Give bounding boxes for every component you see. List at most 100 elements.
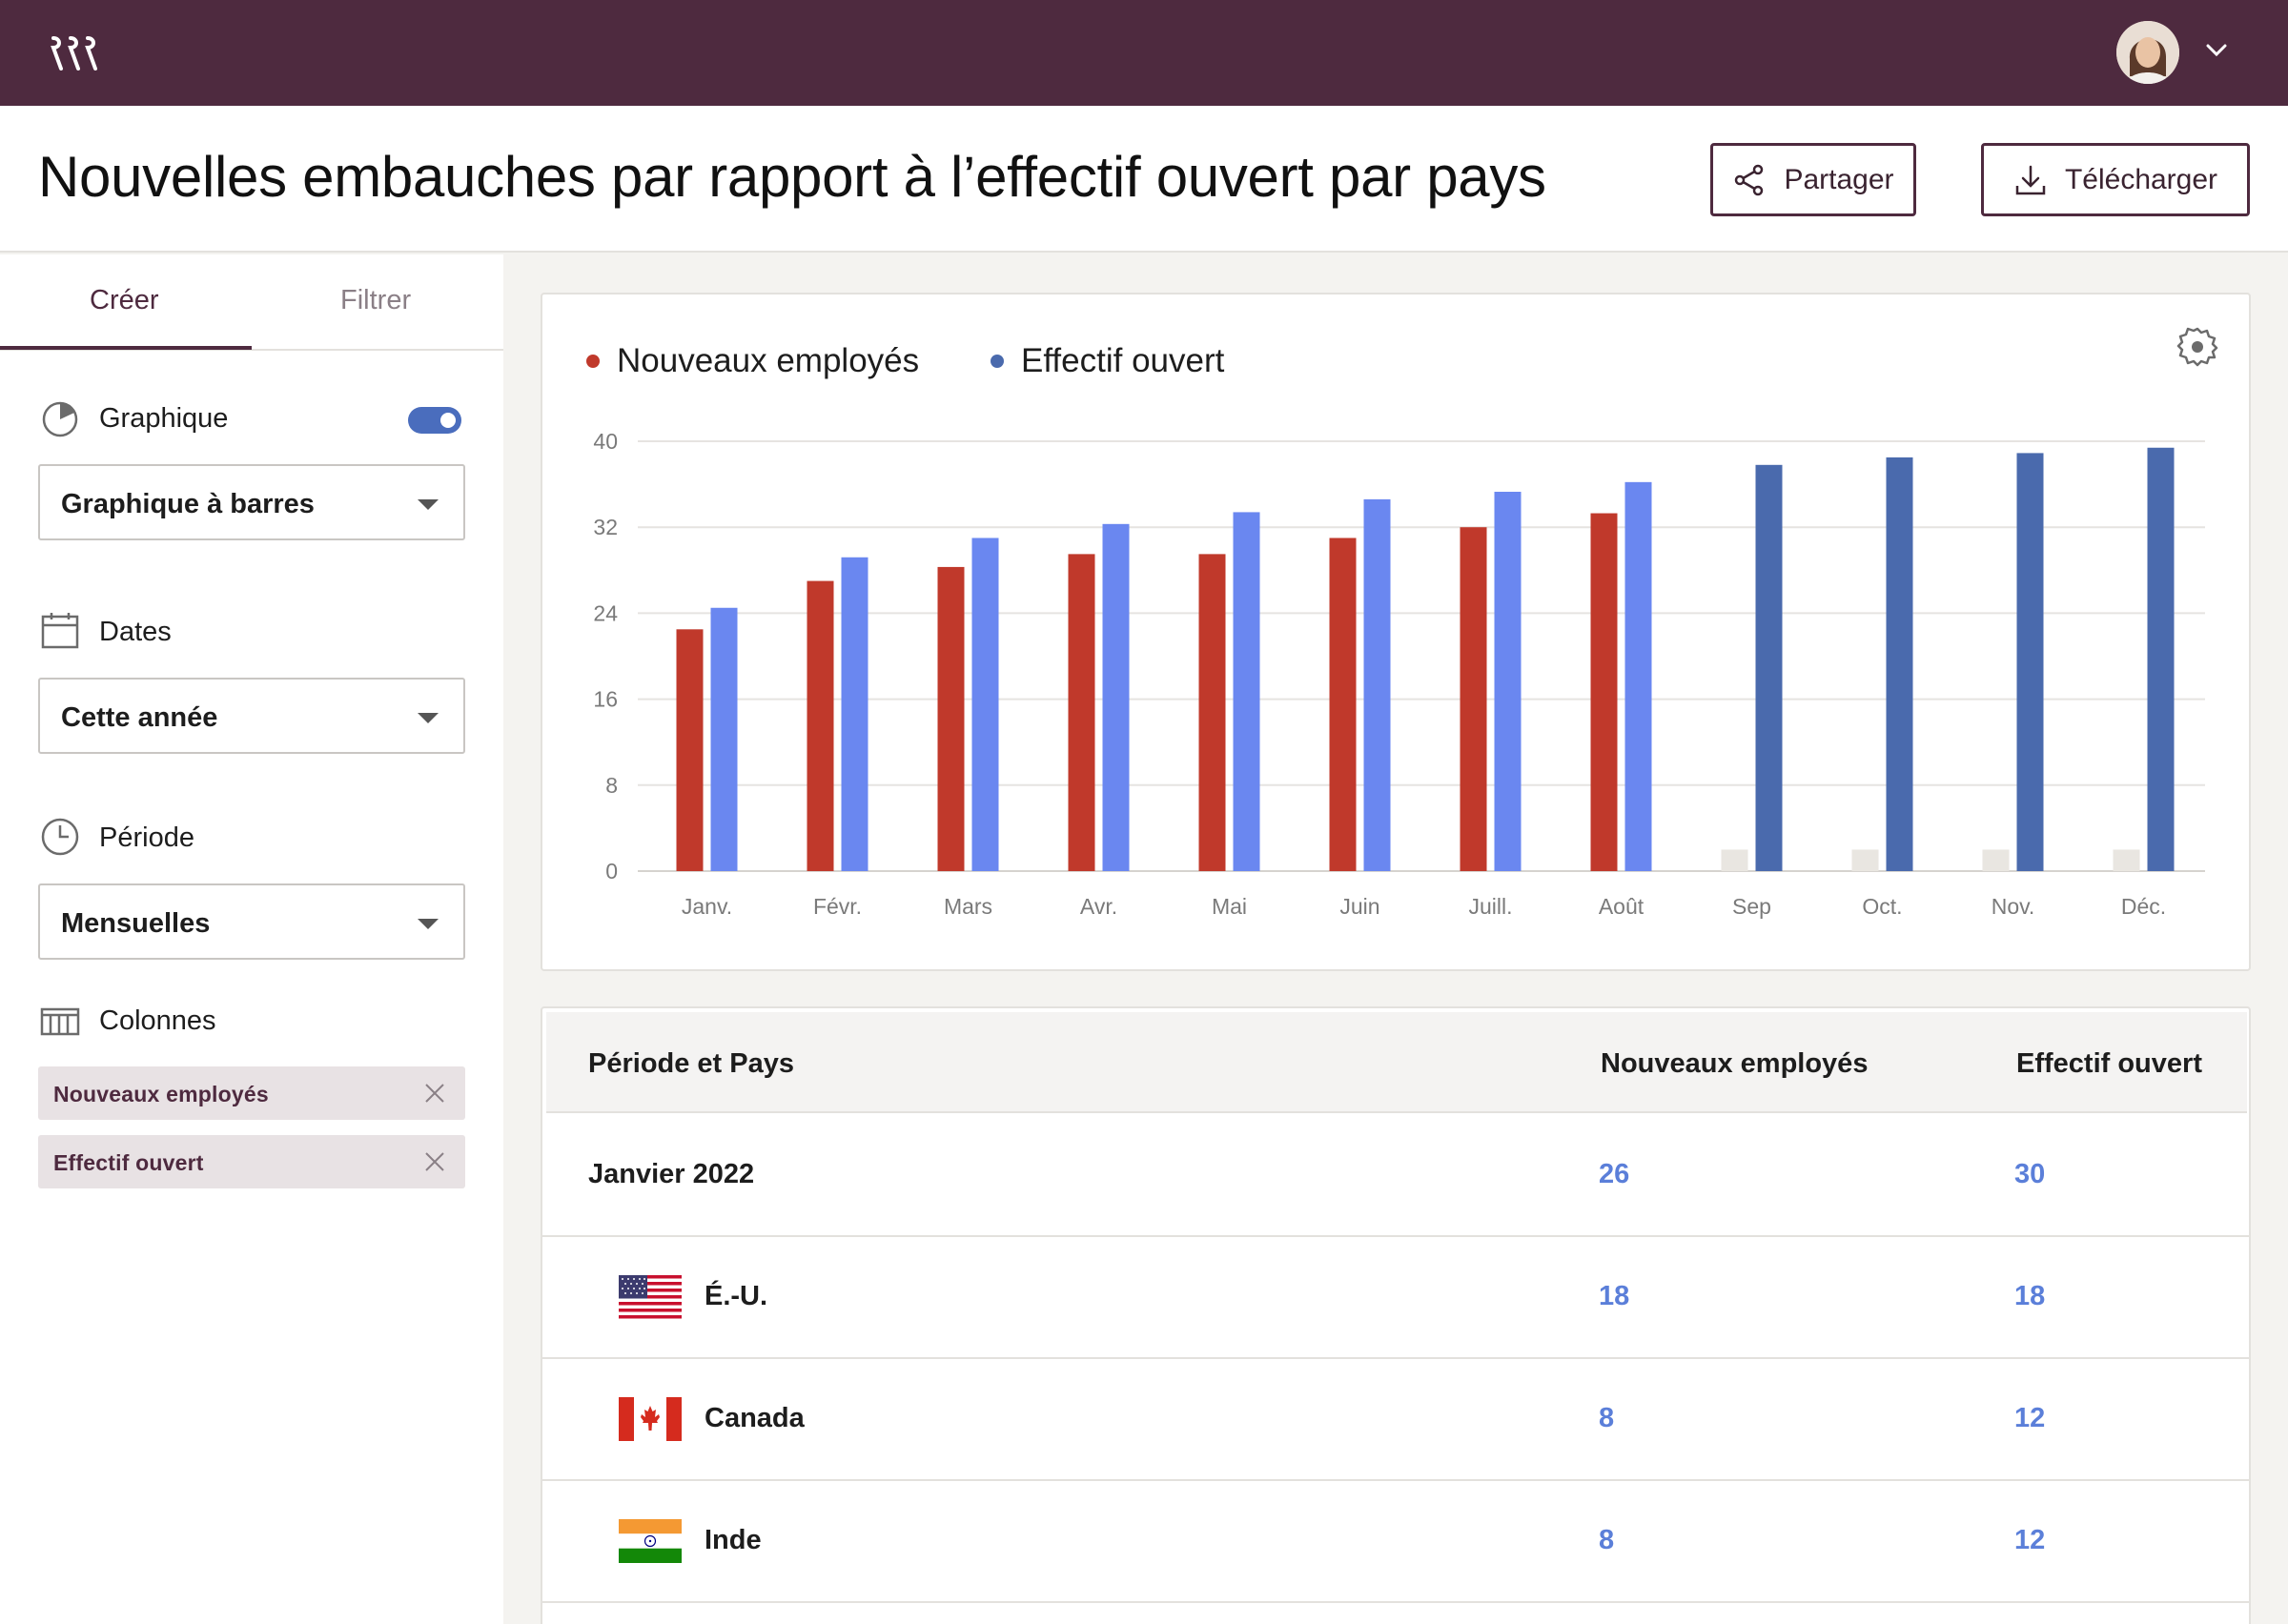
bar-new-hires: [1982, 849, 2010, 871]
share-button[interactable]: Partager: [1710, 143, 1916, 216]
india-flag-icon: [619, 1519, 682, 1563]
bar-open-headcount: [841, 557, 868, 871]
app-logo-icon[interactable]: [50, 34, 103, 72]
pie-chart-icon: [42, 401, 78, 437]
row-name: É.-U.: [705, 1281, 768, 1311]
tab-create[interactable]: Créer: [90, 285, 159, 315]
data-table: Période et Pays Nouveaux employés Effect…: [541, 1006, 2251, 1624]
dates-value: Cette année: [61, 702, 218, 733]
header-new-hires[interactable]: Nouveaux employés: [1601, 1048, 1869, 1079]
row-open-headcount[interactable]: 12: [2014, 1525, 2046, 1555]
chart-type-value: Graphique à barres: [61, 489, 315, 519]
bar-new-hires: [1721, 849, 1748, 871]
x-tick-label: Déc.: [2121, 894, 2166, 919]
row-new-hires[interactable]: 8: [1599, 1525, 1615, 1555]
share-label: Partager: [1784, 163, 1894, 195]
x-tick-label: Sep: [1732, 894, 1771, 919]
x-tick-label: Mars: [944, 894, 992, 919]
header-open-headcount[interactable]: Effectif ouvert: [2016, 1048, 2202, 1079]
legend-dot: [991, 355, 1004, 368]
y-tick-label: 32: [593, 515, 618, 539]
x-tick-label: Mai: [1212, 894, 1247, 919]
close-icon[interactable]: [423, 1150, 446, 1173]
gear-icon[interactable]: [2176, 325, 2218, 367]
canada-flag-icon: [619, 1397, 682, 1441]
x-tick-label: Juin: [1339, 894, 1379, 919]
table-header: Période et Pays Nouveaux employés Effect…: [546, 1012, 2247, 1113]
caret-down-icon: [418, 499, 439, 510]
calendar-icon: [41, 613, 79, 649]
columns-icon: [40, 1007, 80, 1036]
chart-card: Nouveaux employés Effectif ouvert 0 8 16 24…: [541, 293, 2251, 971]
bar-open-headcount: [1102, 523, 1130, 871]
close-icon[interactable]: [423, 1082, 446, 1105]
bar-new-hires: [1851, 849, 1879, 871]
y-tick-label: 24: [593, 600, 618, 625]
bar-open-headcount: [1233, 512, 1260, 871]
table-row[interactable]: Janvier 2022 26 30: [542, 1115, 2249, 1237]
tab-filter[interactable]: Filtrer: [340, 285, 412, 315]
chip-label: Effectif ouvert: [53, 1150, 204, 1175]
y-tick-label: 16: [593, 687, 618, 712]
bar-open-headcount: [2147, 447, 2175, 871]
bar-new-hires: [1329, 538, 1357, 871]
x-tick-label: Juill.: [1468, 894, 1512, 919]
bar-open-headcount: [971, 538, 999, 871]
chart-section-label: Graphique: [99, 403, 229, 434]
caret-down-icon: [418, 919, 439, 929]
column-chip-new-hires: Nouveaux employés: [38, 1066, 465, 1120]
bar-new-hires: [1068, 554, 1095, 871]
row-open-headcount[interactable]: 30: [2014, 1159, 2046, 1189]
bar-open-headcount: [1494, 491, 1522, 871]
row-open-headcount[interactable]: 12: [2014, 1403, 2046, 1433]
us-flag-icon: [619, 1275, 682, 1319]
row-name: Janvier 2022: [588, 1159, 755, 1189]
top-bar: [0, 0, 2288, 106]
chart-toggle[interactable]: [408, 407, 461, 434]
dates-section-label: Dates: [99, 617, 172, 647]
period-value: Mensuelles: [61, 908, 211, 939]
header-period-country[interactable]: Période et Pays: [588, 1048, 794, 1079]
chip-label: Nouveaux employés: [53, 1082, 269, 1106]
share-icon: [1735, 164, 1764, 195]
chart-type-select[interactable]: Graphique à barres: [38, 464, 465, 540]
user-avatar[interactable]: [2116, 21, 2179, 84]
x-tick-label: Janv.: [682, 894, 732, 919]
legend-label: Nouveaux employés: [617, 342, 920, 379]
bar-new-hires: [807, 580, 834, 871]
y-tick-label: 40: [593, 429, 618, 454]
row-new-hires[interactable]: 8: [1599, 1403, 1615, 1433]
download-button[interactable]: Télécharger: [1981, 143, 2250, 216]
row-open-headcount[interactable]: 18: [2014, 1281, 2046, 1311]
bar-new-hires: [1198, 554, 1226, 871]
row-name: Inde: [705, 1525, 762, 1555]
bar-open-headcount: [1363, 498, 1391, 871]
row-new-hires[interactable]: 26: [1599, 1159, 1630, 1189]
y-tick-label: 0: [605, 859, 618, 883]
bar-chart: 0 8 16 24 32 40 Janv. Févr. Mars Avr. Mai Juin Juill…: [593, 429, 2205, 919]
table-row[interactable]: É.-U. 18 18: [542, 1237, 2249, 1359]
active-tab-indicator: [0, 346, 252, 350]
clock-icon: [41, 818, 79, 856]
bar-new-hires: [937, 566, 965, 871]
x-tick-label: Avr.: [1080, 894, 1117, 919]
bar-open-headcount: [2016, 453, 2044, 871]
period-section-label: Période: [99, 822, 194, 853]
legend-dot: [586, 355, 600, 368]
period-select[interactable]: Mensuelles: [38, 883, 465, 960]
bar-open-headcount: [1624, 481, 1652, 871]
download-label: Télécharger: [2064, 163, 2218, 195]
bar-new-hires: [2113, 849, 2140, 871]
legend-new-hires[interactable]: Nouveaux employés: [586, 342, 919, 380]
page-title: Nouvelles embauches par rapport à l’effe…: [38, 145, 1546, 209]
download-icon: [2015, 165, 2046, 194]
page-header: Nouvelles embauches par rapport à l’effe…: [0, 106, 2288, 253]
legend-label: Effectif ouvert: [1021, 342, 1225, 379]
table-row[interactable]: Inde 8 12: [542, 1481, 2249, 1603]
table-row[interactable]: Canada 8 12: [542, 1359, 2249, 1481]
x-tick-label: Févr.: [813, 894, 862, 919]
dates-select[interactable]: Cette année: [38, 678, 465, 754]
legend-open-headcount[interactable]: Effectif ouvert: [991, 342, 1224, 380]
chevron-down-icon[interactable]: [2206, 44, 2227, 57]
row-new-hires[interactable]: 18: [1599, 1281, 1630, 1311]
